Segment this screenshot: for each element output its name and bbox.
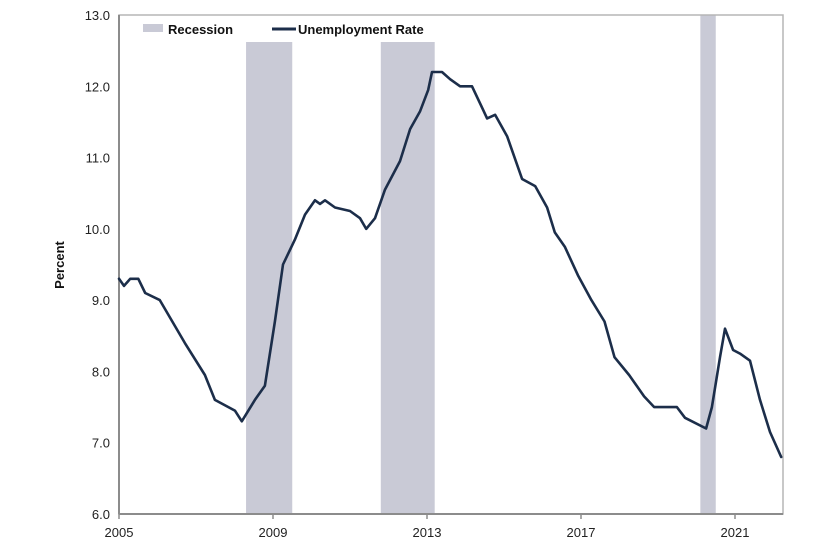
plot-frame [118,14,784,515]
x-tick-label: 2013 [413,525,442,540]
recession-band [246,42,293,514]
y-tick-labels: 6.0 7.0 8.0 9.0 10.0 11.0 12.0 13.0 [85,8,110,522]
legend-unemployment-label: Unemployment Rate [298,22,424,37]
x-tick-label: 2005 [105,525,134,540]
y-tick-label: 7.0 [92,436,110,451]
recession-band [380,42,435,514]
unemployment-rate-line [117,70,783,459]
y-tick-label: 9.0 [92,293,110,308]
y-tick-label: 10.0 [85,222,110,237]
x-tick-label: 2017 [567,525,596,540]
recession-band [700,15,716,514]
y-tick-label: 6.0 [92,507,110,522]
y-tick-label: 12.0 [85,79,110,94]
x-tick-label: 2009 [259,525,288,540]
y-tick-label: 8.0 [92,364,110,379]
x-tick-labels: 2005 2009 2013 2017 2021 [105,514,750,540]
legend: Recession Unemployment Rate [143,22,424,37]
y-tick-label: 13.0 [85,8,110,23]
y-axis-title: Percent [52,240,67,288]
legend-recession-swatch [143,24,163,32]
x-tick-label: 2021 [721,525,750,540]
recession-bands [246,15,716,514]
legend-recession-label: Recession [168,22,233,37]
y-tick-label: 11.0 [86,151,110,166]
